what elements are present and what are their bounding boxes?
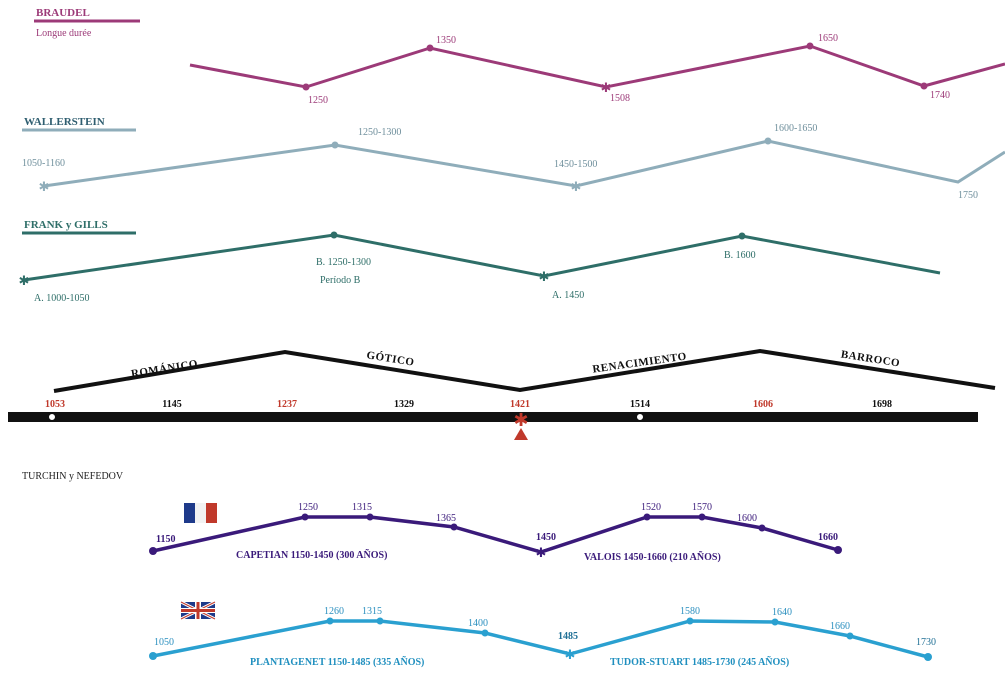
turchin-england-point: [481, 629, 489, 637]
timeline-tick-label: 1053: [45, 399, 65, 410]
uk-flag: [180, 600, 216, 621]
wallerstein-label: 1250-1300: [358, 127, 401, 138]
turchin-title: TURCHIN y NEFEDOV: [22, 471, 124, 482]
turchin-england-label: 1260: [324, 606, 344, 617]
turchin-england-point: [149, 652, 157, 660]
turchin-france-label: 1520: [641, 502, 661, 513]
art-styles-line: [53, 348, 996, 393]
turchin-france-point: [643, 513, 651, 521]
frank-gills-title: FRANK y GILLS: [24, 219, 108, 231]
turchin-england-point: [924, 653, 932, 661]
turchin-england-label: 1640: [772, 607, 792, 618]
frank-gills-label: Período B: [320, 275, 361, 286]
frank-gills-star-marker: ✱: [19, 273, 30, 288]
turchin-france-label: 1570: [692, 502, 712, 513]
wallerstein-star-marker: ✱: [39, 179, 50, 194]
frank-gills-label: B. 1600: [724, 250, 756, 261]
turchin-england-star-marker: ✱: [565, 647, 576, 662]
turchin-france-caption: VALOIS 1450-1660 (210 AÑOS): [584, 551, 721, 563]
turchin-france-caption: CAPETIAN 1150-1450 (300 AÑOS): [236, 549, 387, 561]
wallerstein-label: 1450-1500: [554, 159, 597, 170]
timeline-marker-white: [48, 413, 56, 421]
frank-gills-line: [23, 233, 941, 282]
turchin-france-point: [366, 513, 374, 521]
turchin-france-point: [149, 547, 157, 555]
braudel-line: [189, 44, 1005, 89]
frank-gills-star-marker: ✱: [539, 269, 550, 284]
wallerstein-label: 1050-1160: [22, 158, 65, 169]
turchin-france-label: 1600: [737, 513, 757, 524]
turchin-england-label: 1400: [468, 618, 488, 629]
wallerstein-point: [331, 141, 339, 149]
timeline-bar: [8, 412, 978, 422]
frank-gills-point: [738, 232, 746, 240]
turchin-england-point: [771, 618, 779, 626]
wallerstein-label: 1750: [958, 190, 978, 201]
braudel-point: [302, 83, 310, 91]
turchin-england-caption: TUDOR-STUART 1485-1730 (245 AÑOS): [610, 656, 789, 668]
turchin-england-label: 1485: [558, 631, 578, 642]
turchin-france-point: [301, 513, 309, 521]
braudel-point: [920, 82, 928, 90]
braudel-label: 1650: [818, 33, 838, 44]
timeline-star-marker: ✱: [513, 410, 528, 430]
turchin-france-line: [152, 515, 839, 554]
timeline-tick-label: 1698: [872, 399, 892, 410]
frank-gills-label: A. 1450: [552, 290, 584, 301]
turchin-france-point: [758, 524, 766, 532]
turchin-france-label: 1250: [298, 502, 318, 513]
wallerstein-title: WALLERSTEIN: [24, 116, 105, 128]
braudel-title: BRAUDEL: [36, 7, 90, 19]
turchin-england-point: [376, 617, 384, 625]
frank-gills-label: B. 1250-1300: [316, 257, 371, 268]
turchin-england-point: [326, 617, 334, 625]
braudel-label: 1250: [308, 95, 328, 106]
timeline-tick-label: 1606: [753, 399, 773, 410]
turchin-france-point: [834, 546, 842, 554]
timeline-marker-white: [636, 413, 644, 421]
braudel-label: 1350: [436, 35, 456, 46]
turchin-france-label: 1660: [818, 532, 838, 543]
turchin-france-label: 1450: [536, 532, 556, 543]
braudel-point: [806, 42, 814, 50]
wallerstein-star-marker: ✱: [571, 179, 582, 194]
turchin-france-point: [450, 523, 458, 531]
braudel-subtitle: Longue durée: [36, 28, 92, 39]
braudel-star-marker: ✱: [601, 80, 612, 95]
timeline-tick-label: 1421: [510, 399, 530, 410]
turchin-england-point: [686, 617, 694, 625]
turchin-england-caption: PLANTAGENET 1150-1485 (335 AÑOS): [250, 656, 424, 668]
turchin-england-label: 1660: [830, 621, 850, 632]
wallerstein-label: 1600-1650: [774, 123, 817, 134]
wallerstein-line: [43, 139, 1005, 188]
timeline-tick-label: 1145: [162, 399, 181, 410]
turchin-france-label: 1365: [436, 513, 456, 524]
wallerstein-point: [764, 137, 772, 145]
timeline-tick-label: 1514: [630, 399, 650, 410]
turchin-france-point: [698, 513, 706, 521]
style-label-romanico: ROMÁNICO: [130, 358, 199, 380]
timeline-tick-label: 1237: [277, 399, 297, 410]
turchin-england-label: 1580: [680, 606, 700, 617]
turchin-england-label: 1050: [154, 637, 174, 648]
timeline-arrow-marker: [514, 428, 528, 440]
braudel-point: [426, 44, 434, 52]
frank-gills-point: [330, 231, 338, 239]
turchin-france-label: 1150: [156, 534, 175, 545]
turchin-france-label: 1315: [352, 502, 372, 513]
turchin-england-label: 1730: [916, 637, 936, 648]
turchin-france-star-marker: ✱: [536, 545, 547, 560]
braudel-label: 1740: [930, 90, 950, 101]
turchin-england-line: [152, 619, 929, 659]
turchin-england-point: [846, 632, 854, 640]
braudel-label: 1508: [610, 93, 630, 104]
france-flag: [184, 503, 217, 523]
frank-gills-label: A. 1000-1050: [34, 293, 90, 304]
timeline-tick-label: 1329: [394, 399, 414, 410]
turchin-england-label: 1315: [362, 606, 382, 617]
